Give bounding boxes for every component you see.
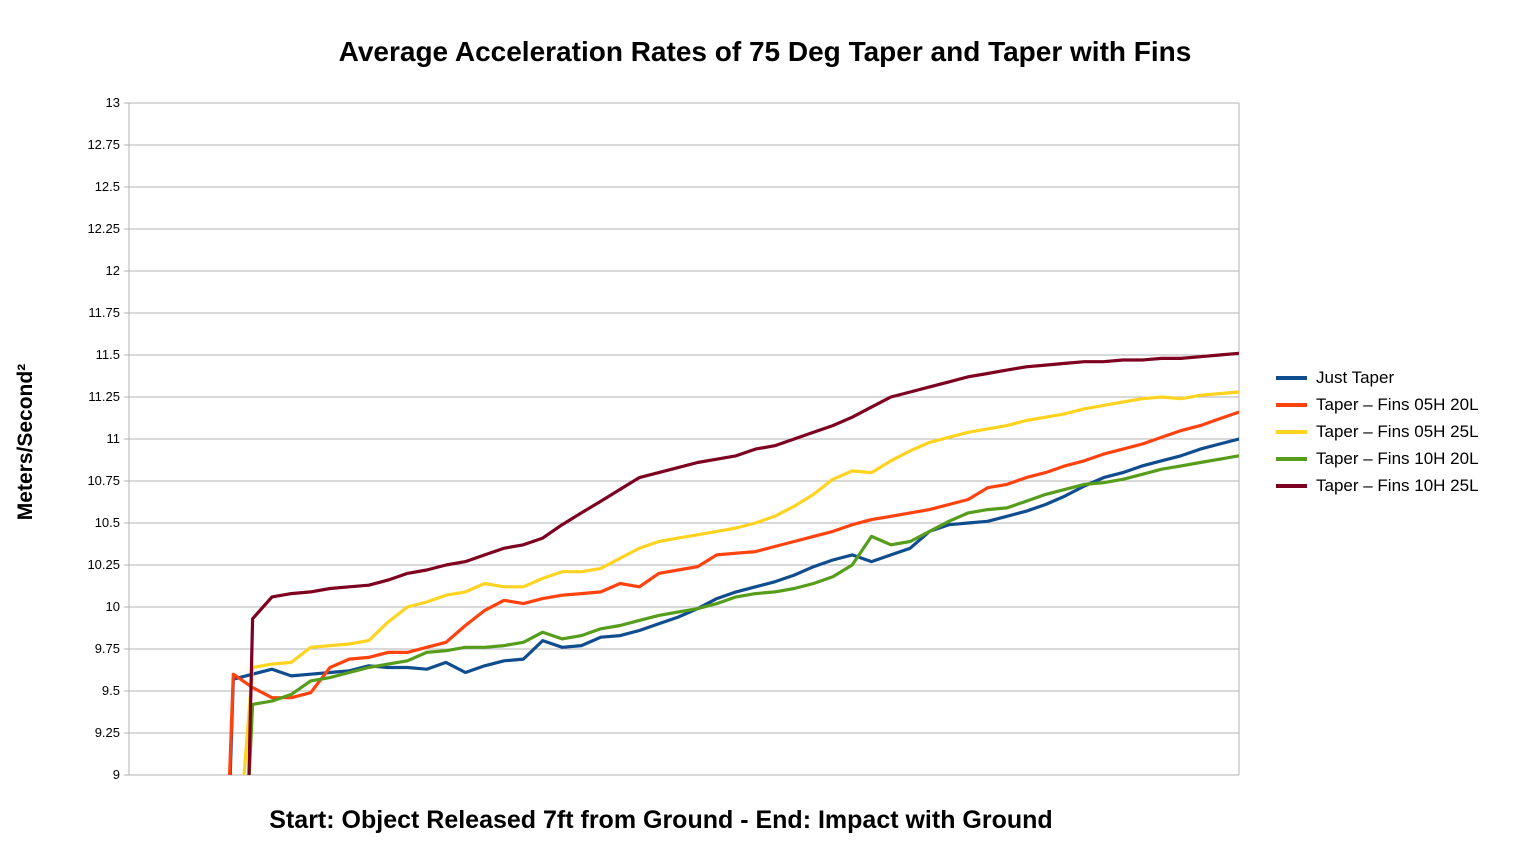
legend-label: Taper – Fins 10H 20L xyxy=(1316,448,1479,468)
y-tick-label: 13 xyxy=(106,95,120,110)
y-tick-label: 10.25 xyxy=(87,557,120,572)
legend-color-line xyxy=(1276,402,1307,407)
legend-color-line xyxy=(1276,483,1307,488)
series-line-taper-fins-05h-20l xyxy=(227,410,1239,775)
legend-item: Taper – Fins 05H 25L xyxy=(1276,418,1479,445)
legend-color-line xyxy=(1276,456,1307,461)
legend-label: Taper – Fins 05H 20L xyxy=(1316,394,1479,414)
y-tick-label: 10.5 xyxy=(95,515,120,530)
series-line-taper-fins-10h-25l xyxy=(247,351,1239,775)
series-line-taper-fins-10h-20l xyxy=(247,454,1239,775)
y-tick-label: 12.75 xyxy=(87,137,120,152)
legend-label: Just Taper xyxy=(1316,367,1395,387)
legend-item: Taper – Fins 10H 20L xyxy=(1276,445,1479,472)
chart-title: Average Acceleration Rates of 75 Deg Tap… xyxy=(338,36,1192,67)
y-tick-label: 12.25 xyxy=(87,221,120,236)
legend-label: Taper – Fins 10H 25L xyxy=(1316,475,1479,495)
x-axis-title: Start: Object Released 7ft from Ground -… xyxy=(269,806,1053,834)
y-tick-label: 12.5 xyxy=(95,179,120,194)
legend-item: Just Taper xyxy=(1276,364,1479,391)
legend-color-line xyxy=(1276,375,1307,380)
y-tick-label: 9 xyxy=(113,767,120,782)
y-tick-label: 11 xyxy=(107,431,121,446)
y-tick-label: 10 xyxy=(106,599,120,614)
legend-label: Taper – Fins 05H 25L xyxy=(1316,421,1479,441)
y-tick-label: 11.75 xyxy=(88,305,120,320)
legend: Just Taper Taper – Fins 05H 20L Taper – Fi… xyxy=(1276,364,1479,499)
legend-item: Taper – Fins 05H 20L xyxy=(1276,391,1479,418)
y-tick-label: 9.75 xyxy=(95,641,120,656)
y-tick-label: 12 xyxy=(106,263,120,278)
legend-color-line xyxy=(1276,429,1307,434)
series-line-just-taper xyxy=(228,437,1239,775)
y-tick-label: 11.25 xyxy=(88,389,120,404)
y-tick-label: 9.25 xyxy=(95,725,120,740)
y-tick-label: 9.5 xyxy=(102,683,120,698)
y-tick-label: 10.75 xyxy=(87,473,120,488)
y-tick-label: 11.5 xyxy=(96,347,120,362)
legend-item: Taper – Fins 10H 25L xyxy=(1276,472,1479,499)
series-line-taper-fins-05h-25l xyxy=(242,390,1239,775)
